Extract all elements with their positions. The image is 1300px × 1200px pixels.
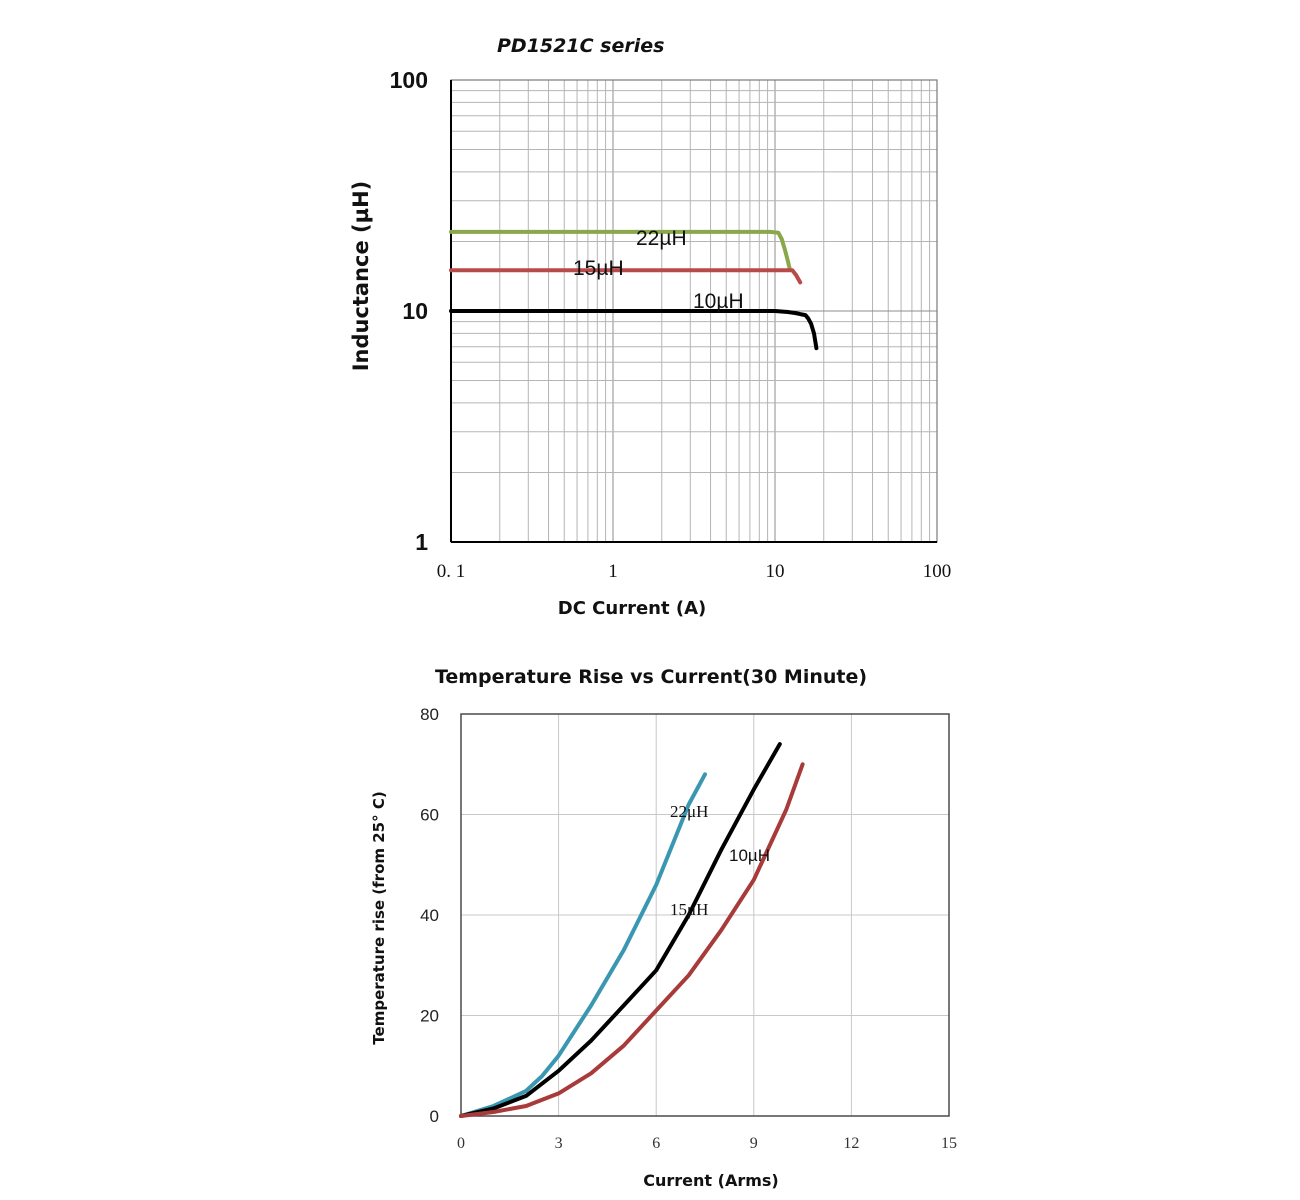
chart2-ticks: 0 3 6 9 12 15 0 20 40 60 80 [420,705,957,1152]
chart1-title: PD1521C series [497,35,664,57]
chart1-label-22uh: 22µH [636,227,687,250]
chart2-y-tick-label: 0 [430,1107,439,1126]
chart1-series-line-2 [449,309,819,351]
chart1-x-tick-label: 1 [608,561,618,582]
chart2-series-line-1 [459,742,782,1118]
inductance-vs-current-chart: PD1521C series 0. 1 1 10 100 1 10 100 22µH 15µ… [349,35,951,619]
chart1-x-axis-label: DC Current (A) [558,598,706,619]
chart1-x-tick-label: 0. 1 [437,561,466,582]
chart2-y-tick-label: 40 [420,906,439,925]
chart1-label-15uh: 15µH [573,257,624,280]
chart2-label-22uh: 22μH [670,802,708,821]
chart2-series [459,742,805,1118]
chart2-x-tick-label: 12 [843,1135,859,1152]
chart1-ticks: 0. 1 1 10 100 1 10 100 [390,67,952,582]
chart2-label-10uh: 10µH [729,846,770,865]
chart2-y-axis-label: Temperature rise (from 25° C) [370,791,388,1044]
chart2-plot-border [460,713,950,1117]
chart2-y-tick-label: 60 [420,806,439,825]
chart2-series-line-2 [459,762,805,1118]
chart1-x-tick-label: 100 [923,561,952,582]
chart1-series-line-1 [449,268,803,285]
chart2-x-tick-label: 3 [555,1135,563,1152]
chart2-label-15uh: 15μH [670,900,708,919]
chart2-x-tick-label: 0 [457,1135,465,1152]
chart1-y-tick-label: 10 [402,298,428,324]
chart2-x-tick-label: 15 [941,1135,957,1152]
chart1-series [449,229,819,351]
chart2-y-tick-label: 80 [420,705,439,724]
chart1-y-tick-label: 100 [390,67,428,93]
chart2-title: Temperature Rise vs Current(30 Minute) [435,666,867,688]
chart2-y-tick-label: 20 [420,1007,439,1026]
chart1-x-tick-label: 10 [766,561,785,582]
chart1-label-10uh: 10µH [693,290,744,313]
chart2-x-tick-label: 9 [750,1135,758,1152]
chart2-x-axis-label: Current (Arms) [643,1171,778,1190]
temperature-rise-chart: Temperature Rise vs Current(30 Minute) 0… [370,666,957,1190]
chart1-y-axis-label: Inductance (µH) [349,181,373,372]
chart2-x-tick-label: 6 [652,1135,660,1152]
chart1-series-line-0 [449,229,792,271]
chart2-series-line-0 [459,772,707,1118]
chart1-y-tick-label: 1 [415,529,428,555]
chart2-grid [460,713,950,1117]
